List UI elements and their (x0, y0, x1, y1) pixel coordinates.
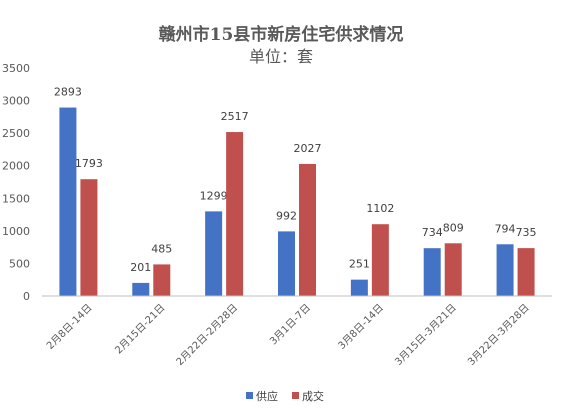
data-label: 734 (422, 226, 443, 239)
y-tick-label: 500 (9, 257, 30, 270)
data-label: 809 (443, 221, 464, 234)
data-label: 1102 (366, 202, 394, 215)
data-label: 251 (349, 258, 370, 271)
bar-sales (444, 243, 462, 296)
bar-sales (299, 163, 316, 296)
x-tick-label: 3月1日-7日 (267, 302, 313, 348)
bar-sales (371, 224, 389, 296)
chart-subtitle: 单位：套 (249, 47, 313, 66)
x-tick-label: 3月8日-14日 (336, 302, 386, 352)
data-label: 2027 (294, 142, 322, 155)
x-tick-label: 2月22日-2月28日 (174, 302, 240, 368)
y-axis: 0 500 1000 1500 2000 2500 3000 3500 (2, 62, 30, 303)
bar-supply (423, 248, 441, 296)
data-label: 2893 (54, 86, 82, 99)
bar-supply (278, 231, 295, 296)
bar-supply (205, 211, 223, 296)
y-tick-label: 1500 (2, 192, 30, 205)
x-tick-label: 3月22日-3月28日 (465, 302, 531, 368)
data-label: 794 (495, 222, 516, 235)
y-tick-label: 3000 (2, 95, 30, 108)
legend-label: 成交 (302, 389, 324, 403)
y-tick-label: 2000 (2, 160, 30, 173)
data-label: 1299 (200, 189, 228, 202)
bar-sales (226, 132, 244, 296)
x-tick-label: 2月15日-21日 (113, 302, 168, 357)
legend-label: 供应 (256, 389, 278, 403)
y-tick-label: 3500 (2, 62, 30, 75)
y-tick-label: 2500 (2, 127, 30, 140)
legend: 供应 成交 (246, 389, 324, 403)
data-label: 2517 (221, 110, 249, 123)
bar-sales (80, 179, 98, 296)
bar-supply (59, 107, 77, 296)
data-label: 735 (516, 226, 537, 239)
bar-sales (517, 248, 535, 296)
y-tick-label: 0 (23, 290, 30, 303)
x-axis: 2月8日-14日 2月15日-21日 2月22日-2月28日 3月1日-7日 3月8日-… (42, 295, 552, 368)
data-label: 1793 (75, 157, 103, 170)
bar-supply (350, 279, 368, 296)
bar-supply (132, 282, 150, 296)
data-label: 201 (130, 261, 151, 274)
x-tick-label: 2月8日-14日 (44, 302, 94, 352)
x-tick-label: 3月15日-3月21日 (393, 302, 459, 368)
legend-swatch (246, 392, 253, 399)
data-label: 485 (151, 242, 172, 255)
chart-title: 赣州市15县市新房住宅供求情况 (159, 24, 404, 45)
bar-sales (153, 264, 171, 296)
legend-swatch (292, 392, 299, 399)
bar-supply (496, 244, 514, 296)
data-label: 992 (276, 209, 297, 222)
y-tick-label: 1000 (2, 225, 30, 238)
